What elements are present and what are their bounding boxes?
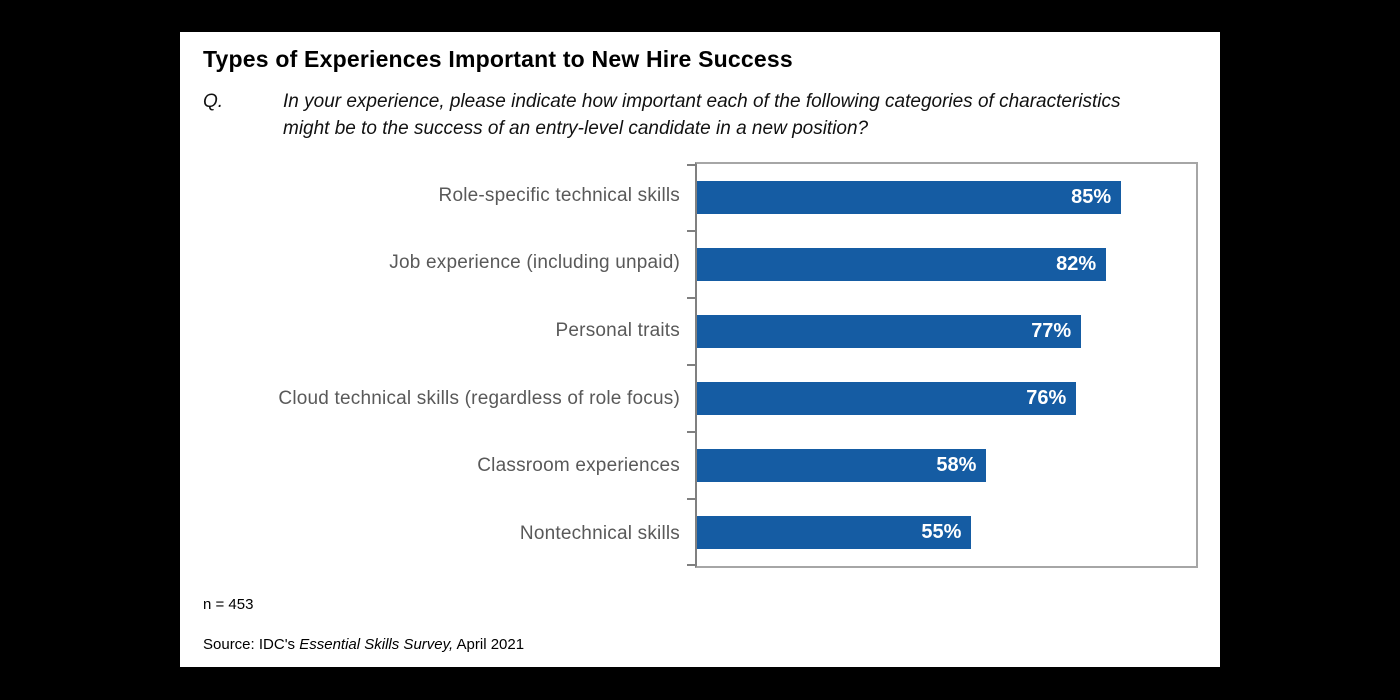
category-label: Nontechnical skills <box>519 523 680 545</box>
bar-row: 55% <box>697 499 1196 566</box>
source-survey-name: Essential Skills Survey, <box>299 636 454 653</box>
question-text: In your experience, please indicate how … <box>283 91 1121 139</box>
bar-value-label: 76% <box>1026 386 1067 409</box>
source-note: Source: IDC's Essential Skills Survey, A… <box>203 636 524 653</box>
page-title: Types of Experiences Important to New Hi… <box>203 46 793 72</box>
axis-tick <box>687 229 695 232</box>
axis-tick <box>687 296 695 299</box>
survey-question: Q. In your experience, please indicate h… <box>203 88 1138 142</box>
bar-chart: Role-specific technical skills Job experi… <box>180 162 1220 568</box>
axis-tick <box>687 430 695 433</box>
axis-tick <box>687 364 695 366</box>
axis-tick <box>687 164 695 166</box>
bar-value-label: 55% <box>921 520 962 543</box>
bar-row: 82% <box>697 231 1196 298</box>
category-label: Cloud technical skills (regardless of ro… <box>278 387 680 409</box>
bar-row: 77% <box>697 298 1196 365</box>
category-label: Personal traits <box>555 320 680 342</box>
axis-tick <box>687 564 695 566</box>
bar-row: 85% <box>697 164 1196 231</box>
bar-row: 58% <box>697 432 1196 499</box>
category-labels: Role-specific technical skills Job experi… <box>180 162 680 568</box>
report-panel: Types of Experiences Important to New Hi… <box>180 32 1220 667</box>
bar-value-label: 77% <box>1031 319 1072 342</box>
bar: 82% <box>697 247 1107 281</box>
source-suffix: April 2021 <box>453 636 525 653</box>
plot-area: 85% 82% 77% 76% 58% 55% <box>687 162 1198 568</box>
bar: 76% <box>697 381 1077 415</box>
bar-value-label: 85% <box>1071 185 1112 208</box>
bar-value-label: 58% <box>936 453 977 476</box>
category-label: Classroom experiences <box>477 455 680 477</box>
question-label: Q. <box>203 91 224 112</box>
source-prefix: Source: IDC's <box>203 636 300 653</box>
bar: 85% <box>697 180 1122 214</box>
bar: 58% <box>697 448 987 482</box>
category-label: Role-specific technical skills <box>438 184 680 206</box>
bar-row: 76% <box>697 365 1196 432</box>
sample-size-note: n = 453 <box>203 596 254 613</box>
category-label: Job experience (including unpaid) <box>389 252 680 274</box>
bar: 55% <box>697 515 972 549</box>
bar-value-label: 82% <box>1056 252 1097 275</box>
axis-tick <box>687 498 695 500</box>
bar: 77% <box>697 314 1082 348</box>
